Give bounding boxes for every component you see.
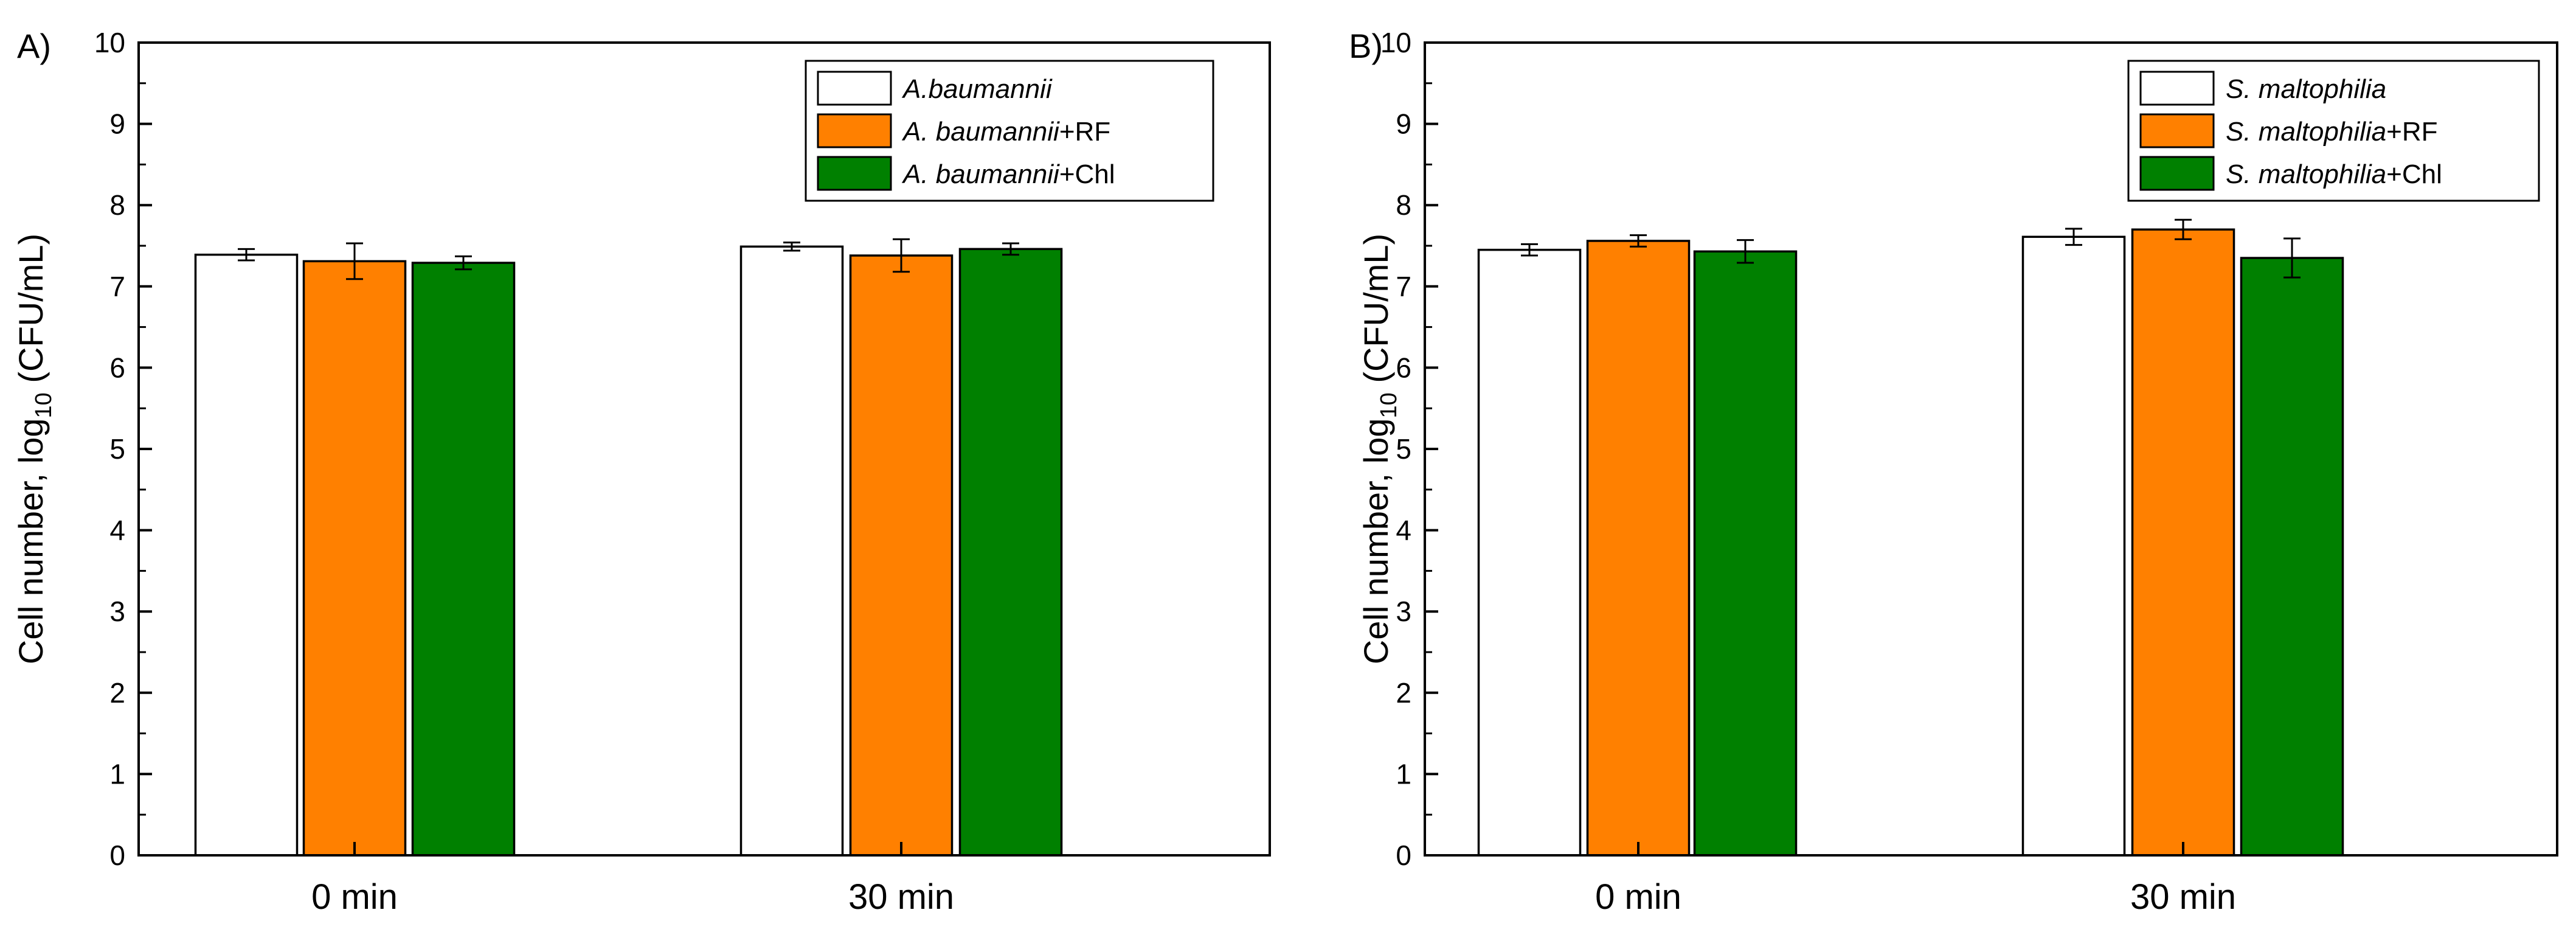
panel-b: B)Cell number, log10 (CFU/mL)01234567891… <box>1349 27 2558 917</box>
y-tick-label: 4 <box>1396 515 1411 546</box>
panel-a: A)Cell number, log10 (CFU/mL)01234567891… <box>12 27 1271 917</box>
legend-swatch <box>2139 156 2215 191</box>
y-tick-label: 1 <box>109 758 125 790</box>
panel-label: B) <box>1349 27 1383 65</box>
legend-swatch <box>817 156 892 191</box>
y-tick-label: 5 <box>109 433 125 465</box>
y-tick-label: 0 <box>1396 839 1411 871</box>
y-axis-label-subscript: 10 <box>1376 392 1402 418</box>
legend-entry: A.baumannii <box>901 74 1053 104</box>
legend-entry-treatment: +RF <box>1059 117 1110 147</box>
legend-entry-treatment: +RF <box>2386 117 2437 147</box>
y-tick-label: 7 <box>1396 271 1411 302</box>
legend-entry: S. maltophilia+RF <box>2226 117 2438 147</box>
bar <box>849 254 954 857</box>
bar <box>739 245 844 857</box>
y-axis-label-unit: (CFU/mL) <box>1357 234 1395 392</box>
x-tick-label: 0 min <box>311 877 398 917</box>
y-tick-label: 1 <box>1396 758 1411 790</box>
legend-entry-treatment: +Chl <box>1059 159 1115 189</box>
bar <box>194 253 299 857</box>
bar <box>411 262 516 857</box>
y-tick-label: 10 <box>94 27 125 58</box>
x-tick-label: 0 min <box>1595 877 1681 917</box>
y-tick-label: 3 <box>109 596 125 627</box>
bar <box>2021 235 2126 857</box>
y-axis-label-unit: (CFU/mL) <box>12 234 50 392</box>
y-tick-label: 2 <box>1396 677 1411 709</box>
x-tick-label: 30 min <box>2130 877 2236 917</box>
legend-entry: A. baumannii+Chl <box>901 159 1115 189</box>
bar <box>2240 257 2344 857</box>
y-tick-label: 6 <box>109 352 125 383</box>
x-tick-label: 30 min <box>848 877 954 917</box>
y-tick-label: 5 <box>1396 433 1411 465</box>
legend-entry-treatment: +Chl <box>2386 159 2442 189</box>
y-tick-label: 4 <box>109 515 125 546</box>
legend-entry-species: A. baumannii <box>901 159 1060 189</box>
legend-entry-species: S. maltophilia <box>2226 117 2386 147</box>
y-axis-label-main: Cell number, log <box>1357 418 1395 664</box>
y-tick-label: 7 <box>109 271 125 302</box>
legend-swatch <box>2139 71 2215 106</box>
plot-frame <box>137 41 1271 857</box>
bar <box>958 248 1063 857</box>
legend-swatch <box>817 71 892 106</box>
y-tick-label: 6 <box>1396 352 1411 383</box>
y-tick-label: 0 <box>109 839 125 871</box>
y-tick-label: 9 <box>109 108 125 140</box>
legend-entry: S. maltophilia+Chl <box>2226 159 2442 189</box>
legend-entry: A. baumannii+RF <box>901 117 1110 147</box>
bar <box>302 260 407 857</box>
y-axis-label-main: Cell number, log <box>12 418 50 664</box>
plot-frame <box>1424 41 2558 857</box>
bar <box>1477 248 1582 857</box>
bar <box>1693 250 1798 857</box>
y-axis-label-subscript: 10 <box>31 392 57 418</box>
legend-swatch <box>817 113 892 148</box>
panel-label: A) <box>17 27 51 65</box>
legend-entry-species: A.baumannii <box>901 74 1053 104</box>
legend-entry-species: A. baumannii <box>901 117 1060 147</box>
y-tick-label: 3 <box>1396 596 1411 627</box>
y-tick-label: 9 <box>1396 108 1411 140</box>
y-axis-label: Cell number, log10 (CFU/mL) <box>12 234 57 664</box>
y-tick-label: 10 <box>1380 27 1411 58</box>
bar <box>1586 240 1691 857</box>
legend-entry: S. maltophilia <box>2226 74 2386 104</box>
legend-entry-species: S. maltophilia <box>2226 74 2386 104</box>
y-tick-label: 8 <box>1396 189 1411 221</box>
legend-swatch <box>2139 113 2215 148</box>
y-axis-label: Cell number, log10 (CFU/mL) <box>1357 234 1402 664</box>
y-tick-label: 2 <box>109 677 125 709</box>
legend-entry-species: S. maltophilia <box>2226 159 2386 189</box>
bar <box>2131 228 2235 857</box>
y-tick-label: 8 <box>109 189 125 221</box>
